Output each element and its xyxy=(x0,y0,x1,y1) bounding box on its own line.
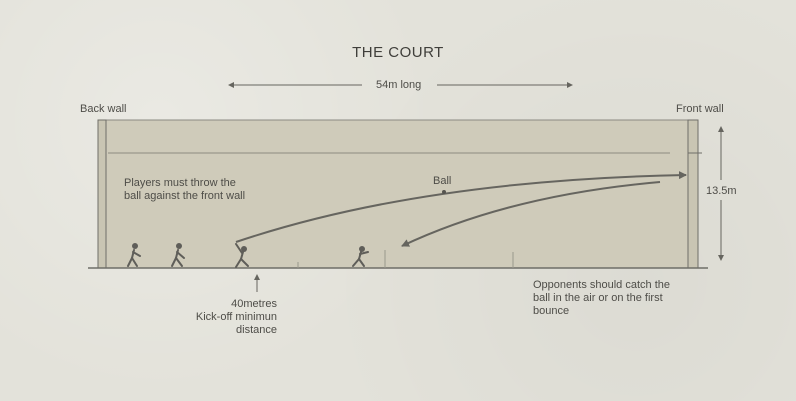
front-wall-label: Front wall xyxy=(676,103,724,115)
ball-label: Ball xyxy=(433,175,452,187)
back-wall xyxy=(97,119,107,269)
player-icon xyxy=(127,243,141,267)
players-note: Players must throw the ball against the … xyxy=(124,177,246,202)
kickoff-note-line: Kick-off minimun xyxy=(195,311,277,323)
player-icon xyxy=(171,243,185,267)
front-wall xyxy=(687,119,699,269)
height-label: 13.5m xyxy=(706,185,737,197)
ball xyxy=(442,190,446,194)
diagram-title: THE COURT xyxy=(352,44,444,61)
back-wall-label: Back wall xyxy=(80,103,127,115)
kickoff-note: 40metres Kick-off minimun distance xyxy=(185,298,277,337)
opponents-note: Opponents should catch the ball in the a… xyxy=(533,279,670,317)
catcher-icon xyxy=(352,246,369,267)
thrower-icon xyxy=(235,243,249,268)
kickoff-note-line: 40metres xyxy=(231,298,277,310)
rebound-trajectory xyxy=(401,181,661,247)
kickoff-note-line: distance xyxy=(236,324,277,336)
throw-trajectory xyxy=(235,171,687,243)
length-label: 54m long xyxy=(376,79,422,91)
court-area xyxy=(99,119,699,269)
